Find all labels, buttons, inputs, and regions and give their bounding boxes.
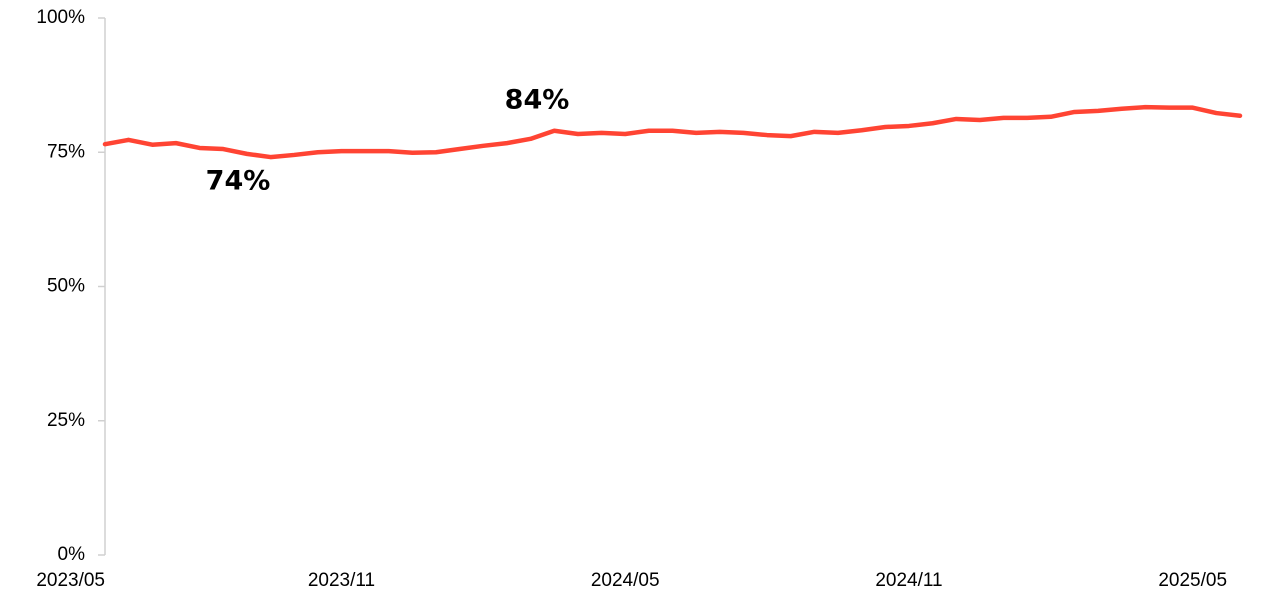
- annotation: 84%: [505, 85, 570, 116]
- y-tick-label: 0%: [58, 544, 86, 565]
- x-tick-label: 2023/11: [308, 570, 375, 591]
- x-tick-label: 2024/05: [591, 570, 660, 591]
- x-tick-label: 2025/05: [1158, 570, 1227, 591]
- annotation: 74%: [206, 166, 271, 197]
- y-tick-label: 25%: [47, 410, 85, 431]
- x-tick-label: 2023/05: [36, 570, 105, 591]
- line: [102, 104, 1243, 160]
- x-tick-label: 2024/11: [875, 570, 942, 591]
- y-tick-label: 75%: [47, 141, 85, 162]
- y-tick-label: 50%: [47, 276, 85, 297]
- y-tick-label: 100%: [36, 7, 85, 28]
